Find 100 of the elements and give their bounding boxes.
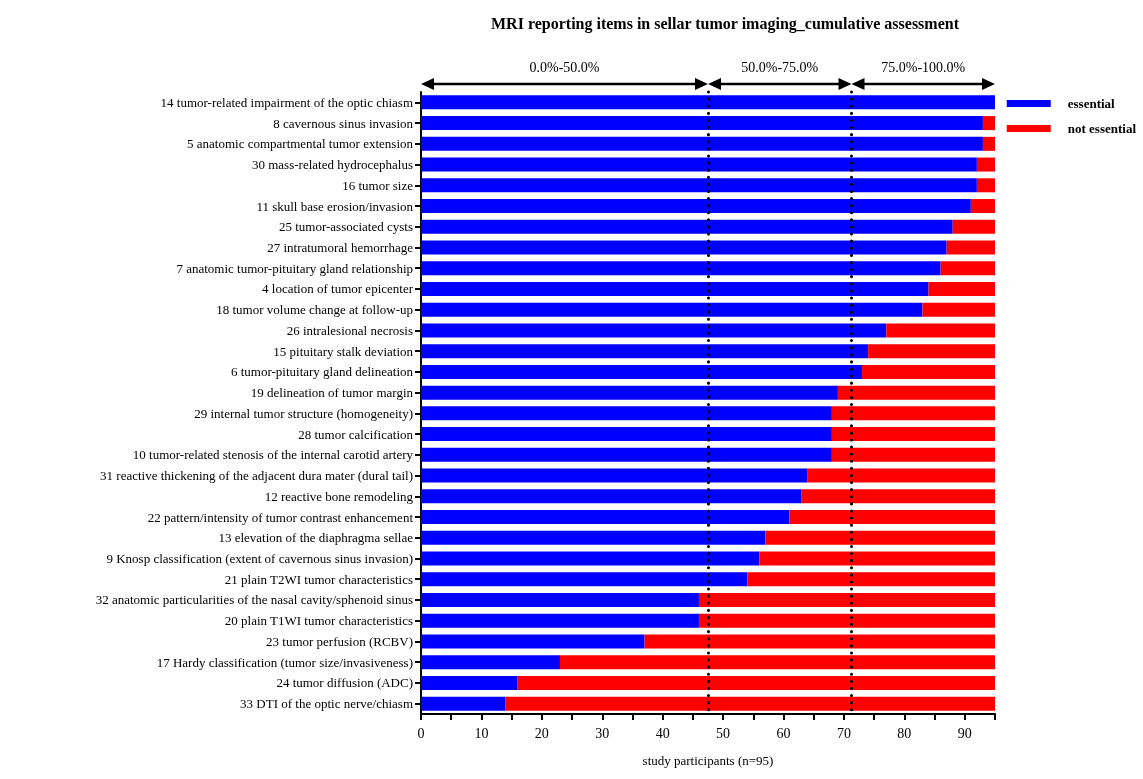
y-tick-label: 29 internal tumor structure (homogeneity) [194, 405, 413, 421]
bar [421, 219, 953, 234]
y-tick-label: 22 pattern/intensity of tumor contrast enhancement [147, 509, 414, 525]
bar [421, 178, 977, 193]
bar [559, 655, 995, 670]
bar [940, 261, 995, 276]
bar [928, 281, 995, 296]
bar [952, 219, 995, 234]
bar [421, 302, 923, 317]
bar [421, 281, 929, 296]
y-tick-label: 25 tumor-associated cysts [278, 219, 413, 235]
text: 75.0%-100.0% [881, 60, 966, 75]
bar [765, 530, 995, 545]
bar [421, 199, 971, 214]
y-tick-label: 11 skull base erosion/invasion [256, 198, 414, 214]
bar [831, 447, 995, 462]
x-tick-label: 0 [417, 725, 425, 741]
x-tick-label: 60 [776, 725, 791, 741]
bar [517, 675, 995, 690]
bar [831, 406, 995, 421]
y-tick-label: 17 Hardy classification (tumor size/invasiveness) [156, 654, 413, 670]
bar [759, 551, 995, 566]
bar [505, 696, 995, 711]
legend-label: essential [1067, 96, 1116, 111]
bar [421, 489, 802, 504]
y-tick-label: 4 location of tumor epicenter [262, 281, 414, 297]
bar [862, 364, 995, 379]
y-tick-label: 18 tumor volume change at follow-up [216, 302, 413, 318]
bar [421, 427, 832, 442]
y-tick-label: 16 tumor size [342, 177, 414, 193]
y-tick-label: 30 mass-related hydrocephalus [251, 157, 413, 173]
x-tick-label: 90 [957, 725, 972, 741]
bar [801, 489, 995, 504]
legend-label: not essential [1067, 121, 1137, 136]
y-tick-label: 26 intralesional necrosis [286, 322, 413, 338]
bar [421, 613, 699, 628]
chart-title: MRI reporting items in sellar tumor imaging_cumulative assessment [491, 14, 960, 33]
bar [421, 572, 748, 587]
bar [421, 510, 790, 525]
x-axis-title: study participants (n=95) [642, 753, 774, 768]
bar [970, 199, 995, 214]
y-tick-label: 33 DTI of the optic nerve/chiasm [240, 696, 413, 712]
y-tick-label: 13 elevation of the diaphragma sellae [218, 530, 414, 546]
bar [831, 427, 995, 442]
bar [421, 634, 645, 649]
bar [421, 592, 699, 607]
bar [421, 157, 977, 172]
y-tick-label: 21 plain T2WI tumor characteristics [224, 571, 413, 587]
bar [789, 510, 995, 525]
bar [421, 551, 760, 566]
y-tick-label: 9 Knosp classification (extent of cavernous sinus invasion) [106, 551, 413, 566]
bar [421, 364, 863, 379]
y-tick-label: 28 tumor calcification [298, 426, 414, 442]
bar [837, 385, 995, 400]
bar [421, 675, 518, 690]
text: 50.0%-75.0% [741, 60, 819, 75]
bar [421, 344, 869, 359]
bar [644, 634, 995, 649]
bar [982, 136, 995, 151]
bar [421, 136, 983, 151]
bar [698, 592, 995, 607]
x-tick-label: 10 [474, 725, 489, 741]
bar [421, 696, 506, 711]
y-tick-label: 24 tumor diffusion (ADC) [276, 675, 413, 691]
bar [421, 240, 947, 255]
bar [868, 344, 995, 359]
bar [421, 468, 808, 483]
y-tick-label: 15 pituitary stalk deviation [273, 343, 414, 359]
bar [421, 530, 766, 545]
x-tick-label: 20 [534, 725, 549, 741]
y-tick-label: 20 plain T1WI tumor characteristics [224, 613, 413, 629]
bar [976, 157, 995, 172]
y-tick-label: 14 tumor-related impairment of the optic chiasm [160, 94, 413, 110]
bar [698, 613, 995, 628]
y-tick-label: 27 intratumoral hemorrhage [267, 240, 414, 255]
x-tick-label: 80 [897, 725, 912, 741]
bar [976, 178, 995, 193]
bar [421, 116, 983, 131]
x-tick-label: 30 [595, 725, 610, 741]
y-tick-label: 5 anatomic compartmental tumor extension [187, 136, 414, 152]
x-tick-label: 40 [655, 725, 670, 741]
y-tick-label: 32 anatomic particularities of the nasal cavity/sphenoid sinus [95, 592, 413, 608]
bar [747, 572, 995, 587]
bar [421, 655, 560, 670]
x-tick-label: 70 [836, 725, 851, 741]
x-tick-label: 50 [716, 725, 731, 741]
bar [421, 385, 838, 400]
bar [886, 323, 995, 338]
y-tick-label: 6 tumor-pituitary gland delineation [230, 364, 414, 380]
y-tick-label: 10 tumor-related stenosis of the internal carotid artery [132, 447, 414, 463]
bar [421, 95, 995, 110]
y-tick-label: 8 cavernous sinus invasion [273, 115, 414, 131]
bar [922, 302, 995, 317]
bar [421, 406, 832, 421]
bar [982, 116, 995, 131]
y-tick-label: 23 tumor perfusion (RCBV) [266, 633, 413, 649]
bar [421, 323, 887, 338]
bar [946, 240, 995, 255]
y-tick-label: 19 delineation of tumor margin [250, 385, 414, 401]
bar [807, 468, 995, 483]
